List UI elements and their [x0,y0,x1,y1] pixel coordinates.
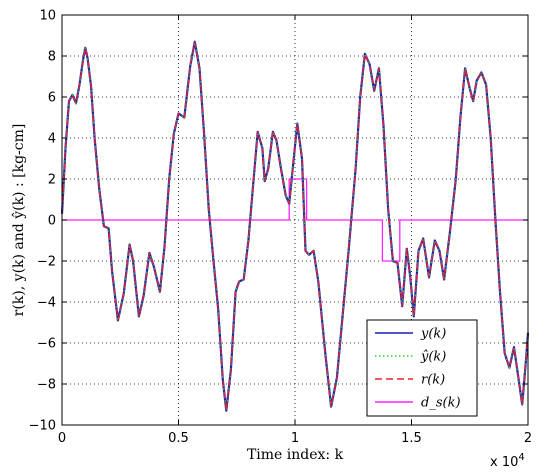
x-multiplier: x 104 [490,452,525,470]
x-axis-label: Time index: k [247,447,344,463]
x-tick-label: 1.5 [401,431,422,446]
y-tick-label: 8 [48,50,56,65]
y-tick-label: 0 [48,214,56,229]
legend-label: y(k) [420,327,446,342]
legend: y(k) ŷ(k) r(k) d_s(k) [366,319,478,417]
y-tick-label: 6 [48,91,56,106]
y-axis-label: r(k), y(k) and ŷ(k) : [kg-cm] [10,124,27,317]
x-tick-label: 1 [291,431,299,446]
ticks: 0 0.5 1 1.5 2 −10 −8 −6 −4 −2 0 2 4 6 8 10 [29,9,533,447]
y-tick-label: 10 [39,9,56,24]
x-tick-label: 0.5 [168,431,189,446]
y-tick-label: −8 [37,378,56,393]
y-tick-label: 4 [48,132,56,147]
x-tick-label: 0 [58,431,66,446]
y-tick-label: −6 [37,337,56,352]
series-line-r [61,41,529,411]
legend-box [366,319,478,417]
y-tick-label: −4 [37,296,56,311]
x-multiplier-exponent: 4 [518,452,524,463]
legend-label: ŷ(k) [420,350,446,365]
y-tick-label: −10 [29,419,56,434]
legend-label: r(k) [421,373,445,388]
y-tick-label: −2 [37,255,56,270]
x-tick-label: 2 [524,431,532,446]
series-layer [60,40,530,412]
legend-label: d_s(k) [421,396,461,411]
y-tick-label: 2 [48,173,56,188]
